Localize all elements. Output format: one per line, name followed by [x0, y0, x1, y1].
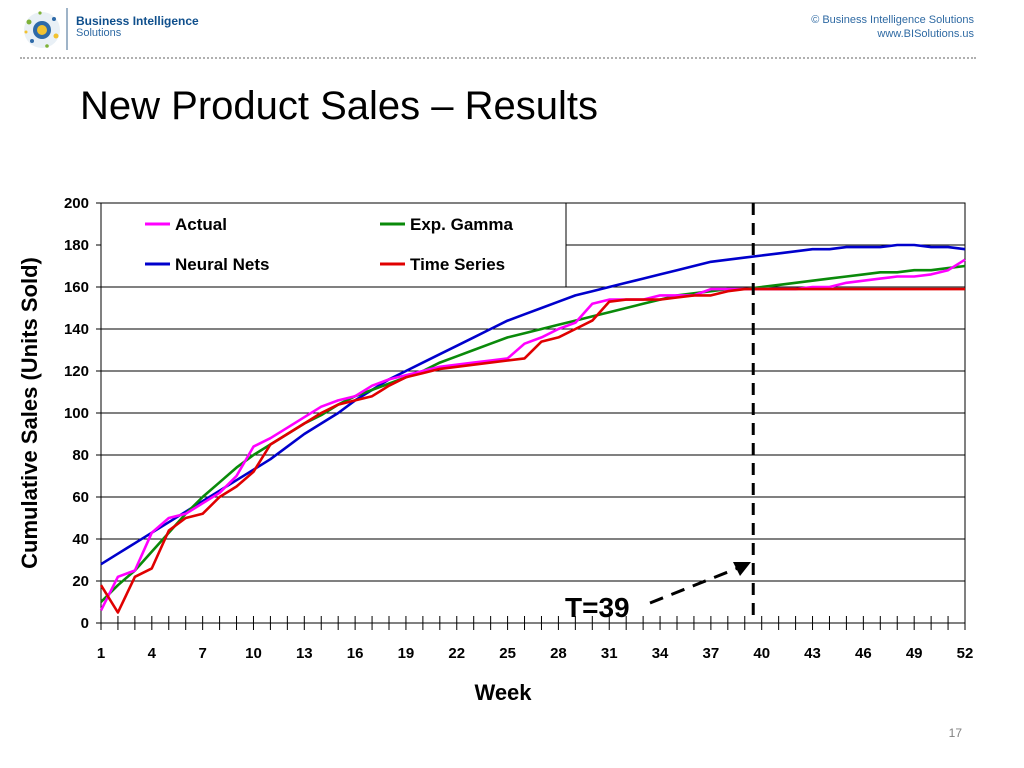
series-line-actual: [99, 258, 966, 611]
x-tick-label: 37: [703, 645, 720, 662]
x-tick-label: 46: [855, 645, 872, 662]
slide-header: Business Intelligence Solutions © Busine…: [0, 0, 1024, 62]
series-line-neural-nets: [100, 243, 966, 566]
x-tick-label: 16: [347, 645, 364, 662]
x-tick-label: 28: [550, 645, 567, 662]
t39-arrow-line: [649, 566, 739, 605]
y-tick-label: 40: [72, 531, 89, 548]
x-tick-label: 22: [448, 645, 465, 662]
y-tick-label: 120: [64, 363, 89, 380]
x-tick-label: 49: [906, 645, 923, 662]
legend-label: Neural Nets: [175, 255, 269, 274]
x-tick-label: 34: [652, 645, 669, 662]
page-number: 17: [948, 726, 962, 740]
x-tick-label: 10: [245, 645, 262, 662]
y-tick-label: 20: [72, 573, 89, 590]
y-tick-label: 80: [72, 447, 89, 464]
x-tick-label: 43: [804, 645, 821, 662]
x-tick-label: 13: [296, 645, 313, 662]
y-tick-label: 200: [64, 195, 89, 212]
sales-line-chart: 0 20 40 60 80 100 120 140 160 180 200 1 4 7 10 13 16 19 22…: [17, 195, 974, 705]
y-tick-label: 180: [64, 237, 89, 254]
x-tick-label: 25: [499, 645, 516, 662]
x-tick-label: 40: [753, 645, 770, 662]
series-line-exp-gamma: [100, 264, 966, 603]
x-tick-label: 1: [97, 645, 105, 662]
x-tick-label: 31: [601, 645, 618, 662]
legend-label: Time Series: [410, 255, 505, 274]
website-link[interactable]: www.BISolutions.us: [877, 28, 974, 40]
copyright-text: © Business Intelligence Solutions: [811, 14, 974, 26]
legend-label: Exp. Gamma: [410, 215, 514, 234]
brand-divider: [66, 8, 68, 50]
y-axis-label: Cumulative Sales (Units Sold): [17, 257, 42, 569]
company-logo-icon: [24, 11, 60, 48]
t39-arrow-head: [733, 562, 751, 576]
x-tick-label: 7: [198, 645, 206, 662]
x-tick-label: 4: [148, 645, 157, 662]
y-tick-label: 140: [64, 321, 89, 338]
x-tick-label: 19: [398, 645, 415, 662]
t39-annotation: T=39: [565, 592, 630, 623]
x-tick-label: 52: [957, 645, 974, 662]
y-tick-label: 100: [64, 405, 89, 422]
series-line-time-series: [99, 287, 965, 614]
legend-label: Actual: [175, 215, 227, 234]
slide-title: New Product Sales – Results: [80, 84, 599, 128]
header-divider: [20, 57, 976, 59]
y-tick-label: 0: [81, 615, 89, 632]
brand-name: Business Intelligence: [76, 14, 199, 28]
brand-subtitle: Solutions: [76, 27, 122, 39]
y-tick-label: 60: [72, 489, 89, 506]
legend-box: [100, 202, 567, 288]
y-tick-label: 160: [64, 279, 89, 296]
x-axis-label: Week: [474, 680, 532, 705]
